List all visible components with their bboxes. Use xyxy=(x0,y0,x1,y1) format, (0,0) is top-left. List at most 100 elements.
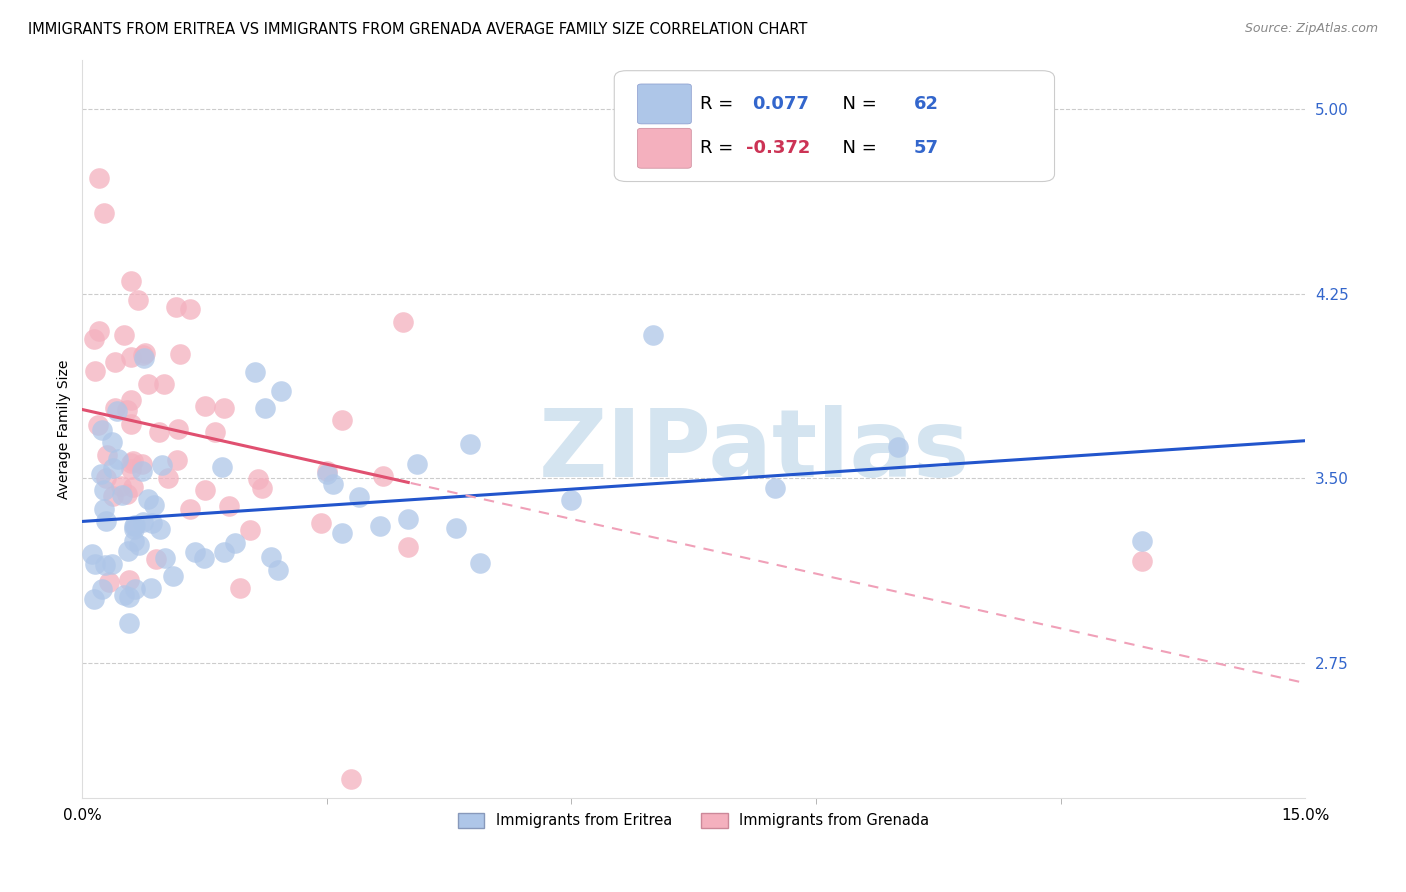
Point xyxy=(396,512,419,526)
Point xyxy=(120,462,142,476)
Point xyxy=(148,425,170,440)
Point xyxy=(128,538,150,552)
Point xyxy=(204,425,226,439)
Point xyxy=(229,581,252,595)
Point xyxy=(212,401,235,416)
Point xyxy=(396,540,419,554)
Point xyxy=(156,471,179,485)
Point xyxy=(87,170,110,185)
Point xyxy=(120,350,142,364)
Point xyxy=(134,351,156,365)
Point xyxy=(444,521,467,535)
Point xyxy=(330,525,353,540)
Point xyxy=(83,591,105,606)
Point xyxy=(120,393,142,408)
Point xyxy=(267,563,290,577)
Point xyxy=(405,458,427,472)
Point xyxy=(169,347,191,361)
Point xyxy=(311,516,333,530)
Point xyxy=(122,522,145,536)
Point xyxy=(107,452,129,467)
Point xyxy=(131,458,153,472)
Point xyxy=(136,491,159,506)
Point xyxy=(93,483,115,498)
Point xyxy=(458,436,481,450)
Point xyxy=(115,402,138,417)
Point xyxy=(90,467,112,481)
Text: R =: R = xyxy=(700,139,740,157)
Point xyxy=(94,558,117,573)
Point xyxy=(468,556,491,570)
Text: 62: 62 xyxy=(914,95,939,113)
Point xyxy=(179,301,201,316)
Point xyxy=(1130,554,1153,568)
Point xyxy=(120,274,142,288)
Point xyxy=(132,515,155,529)
Point xyxy=(90,582,112,597)
Point xyxy=(162,569,184,583)
FancyBboxPatch shape xyxy=(637,84,692,124)
Point xyxy=(90,423,112,437)
Point xyxy=(250,481,273,495)
Point xyxy=(560,493,582,508)
FancyBboxPatch shape xyxy=(614,70,1054,181)
Point xyxy=(120,456,142,470)
Point xyxy=(112,328,135,343)
Point xyxy=(124,518,146,533)
Point xyxy=(270,384,292,398)
Point xyxy=(117,487,139,501)
Point xyxy=(153,377,176,392)
Point xyxy=(165,300,187,314)
Point xyxy=(1130,534,1153,549)
Point xyxy=(179,502,201,516)
Point xyxy=(104,401,127,415)
Point xyxy=(886,441,908,455)
Point xyxy=(124,518,146,533)
Point xyxy=(347,490,370,504)
Point xyxy=(322,477,344,491)
Point xyxy=(134,345,156,359)
Point xyxy=(84,364,107,378)
Point xyxy=(340,772,363,786)
Legend: Immigrants from Eritrea, Immigrants from Grenada: Immigrants from Eritrea, Immigrants from… xyxy=(451,805,936,836)
Point xyxy=(127,293,149,307)
Point xyxy=(141,516,163,531)
Point xyxy=(122,534,145,549)
Point xyxy=(131,464,153,478)
Text: N =: N = xyxy=(831,95,882,113)
Point xyxy=(80,548,103,562)
Point xyxy=(139,581,162,595)
Point xyxy=(110,479,132,493)
Point xyxy=(103,355,125,369)
Point xyxy=(166,453,188,467)
Point xyxy=(101,461,124,475)
Point xyxy=(122,453,145,467)
Point xyxy=(194,399,217,413)
Point xyxy=(239,524,262,538)
Point xyxy=(105,404,128,418)
Point xyxy=(155,551,177,566)
Point xyxy=(254,401,277,416)
Point xyxy=(211,460,233,475)
Point xyxy=(118,615,141,630)
Point xyxy=(83,557,105,571)
Point xyxy=(132,348,155,362)
Point xyxy=(143,499,166,513)
Point xyxy=(150,458,173,472)
Point xyxy=(118,590,141,604)
Point xyxy=(763,481,786,495)
Point xyxy=(371,468,394,483)
Point xyxy=(184,545,207,559)
Point xyxy=(98,575,121,590)
FancyBboxPatch shape xyxy=(637,128,692,169)
Text: N =: N = xyxy=(831,139,882,157)
Point xyxy=(87,324,110,338)
Point xyxy=(167,422,190,436)
Point xyxy=(136,376,159,391)
Point xyxy=(96,448,118,462)
Point xyxy=(101,435,124,450)
Text: 0.077: 0.077 xyxy=(752,95,810,113)
Y-axis label: Average Family Size: Average Family Size xyxy=(58,359,72,499)
Point xyxy=(243,365,266,379)
Text: ZIPatlas: ZIPatlas xyxy=(540,405,970,497)
